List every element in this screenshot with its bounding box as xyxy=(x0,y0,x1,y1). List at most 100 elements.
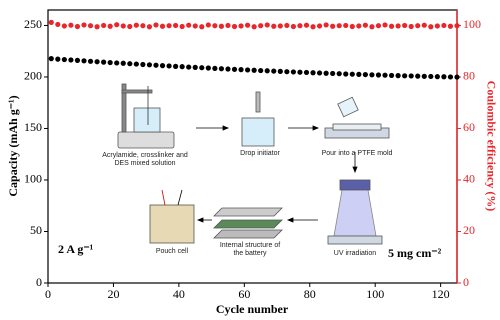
x-axis-label: Cycle number xyxy=(216,302,289,316)
data-point xyxy=(94,59,100,65)
data-point xyxy=(277,23,283,29)
data-point xyxy=(434,23,440,29)
data-point xyxy=(74,57,81,63)
data-point xyxy=(323,70,329,76)
data-point xyxy=(133,61,139,67)
data-point xyxy=(395,73,401,79)
data-point xyxy=(212,65,218,72)
data-point xyxy=(336,71,342,77)
y-tick-label: 150 xyxy=(24,120,42,134)
data-point xyxy=(231,66,238,72)
data-point xyxy=(264,22,270,28)
data-point xyxy=(388,23,395,29)
data-point xyxy=(349,71,355,77)
y2-axis-label: Coulombic efficiency (%) xyxy=(484,81,498,212)
data-point xyxy=(153,22,159,28)
data-point xyxy=(447,74,454,80)
x-tick-label: 60 xyxy=(238,287,250,301)
data-point xyxy=(55,21,61,28)
data-point xyxy=(297,69,303,75)
data-point xyxy=(408,23,414,30)
data-point xyxy=(179,64,185,70)
y-axis-label: Capacity (mAh g⁻¹) xyxy=(6,95,20,196)
data-point xyxy=(369,24,375,30)
data-point xyxy=(251,24,257,30)
data-point xyxy=(258,23,264,29)
data-point xyxy=(159,63,166,69)
data-point xyxy=(244,67,251,73)
data-point xyxy=(290,23,296,30)
data-point xyxy=(192,64,198,70)
data-point xyxy=(166,23,172,29)
data-point xyxy=(303,22,310,28)
data-point xyxy=(140,23,146,29)
inset-label: Pouch cell xyxy=(155,248,189,255)
arrows xyxy=(196,125,358,223)
data-point xyxy=(127,23,133,30)
y-tick-label: 100 xyxy=(24,172,42,186)
data-point xyxy=(271,23,277,29)
data-point xyxy=(362,22,368,28)
data-point xyxy=(48,19,54,25)
data-point xyxy=(120,60,126,66)
inset-diagram xyxy=(117,83,390,245)
data-point xyxy=(362,71,368,78)
data-point xyxy=(375,23,382,29)
data-point xyxy=(349,23,355,30)
data-point xyxy=(114,22,120,28)
data-point xyxy=(238,67,244,73)
data-point xyxy=(107,59,113,66)
data-point xyxy=(166,63,172,69)
data-point xyxy=(264,68,270,74)
y-tick-label: 250 xyxy=(24,17,42,31)
inset-label: Drop initiator xyxy=(240,150,280,157)
data-point xyxy=(107,23,113,29)
data-point xyxy=(421,73,427,79)
data-point xyxy=(441,22,447,29)
data-point xyxy=(153,62,159,68)
data-point xyxy=(192,23,198,29)
data-point xyxy=(369,72,375,78)
y2-tick-label: 40 xyxy=(463,172,475,186)
data-point xyxy=(284,22,290,29)
data-point xyxy=(402,22,408,29)
data-point xyxy=(81,22,87,28)
data-point xyxy=(173,63,179,69)
data-point xyxy=(441,74,447,80)
data-point xyxy=(297,23,303,29)
data-point xyxy=(330,23,336,29)
data-point xyxy=(408,73,414,79)
inset-label: UV irradiation xyxy=(333,250,377,257)
data-point xyxy=(101,22,107,29)
data-point xyxy=(402,73,408,79)
data-point xyxy=(343,22,349,29)
data-point xyxy=(415,73,421,79)
data-point xyxy=(48,56,54,62)
data-point xyxy=(244,22,251,28)
data-point xyxy=(199,65,205,71)
data-point xyxy=(428,73,434,80)
inset-label: Internal structure of the battery xyxy=(219,242,281,258)
data-point xyxy=(382,22,388,28)
data-point xyxy=(68,57,74,63)
data-point xyxy=(251,67,257,73)
data-point xyxy=(133,22,139,28)
uv-lamp-icon xyxy=(327,179,383,245)
data-point xyxy=(205,22,211,28)
data-point xyxy=(61,23,67,29)
x-tick-label: 120 xyxy=(432,287,450,301)
x-tick-label: 80 xyxy=(304,287,316,301)
data-point xyxy=(310,70,316,76)
battery-structure-icon xyxy=(213,207,283,239)
data-point xyxy=(303,69,310,76)
data-point xyxy=(375,72,382,78)
data-point xyxy=(173,22,179,29)
data-point xyxy=(218,23,225,29)
inset-label: Pour into a PTFE mold xyxy=(321,150,393,157)
data-point xyxy=(395,23,401,29)
x-tick-label: 100 xyxy=(366,287,384,301)
x-tick-label: 20 xyxy=(107,287,119,301)
data-point xyxy=(231,23,238,30)
y2-tick-label: 80 xyxy=(463,69,475,83)
